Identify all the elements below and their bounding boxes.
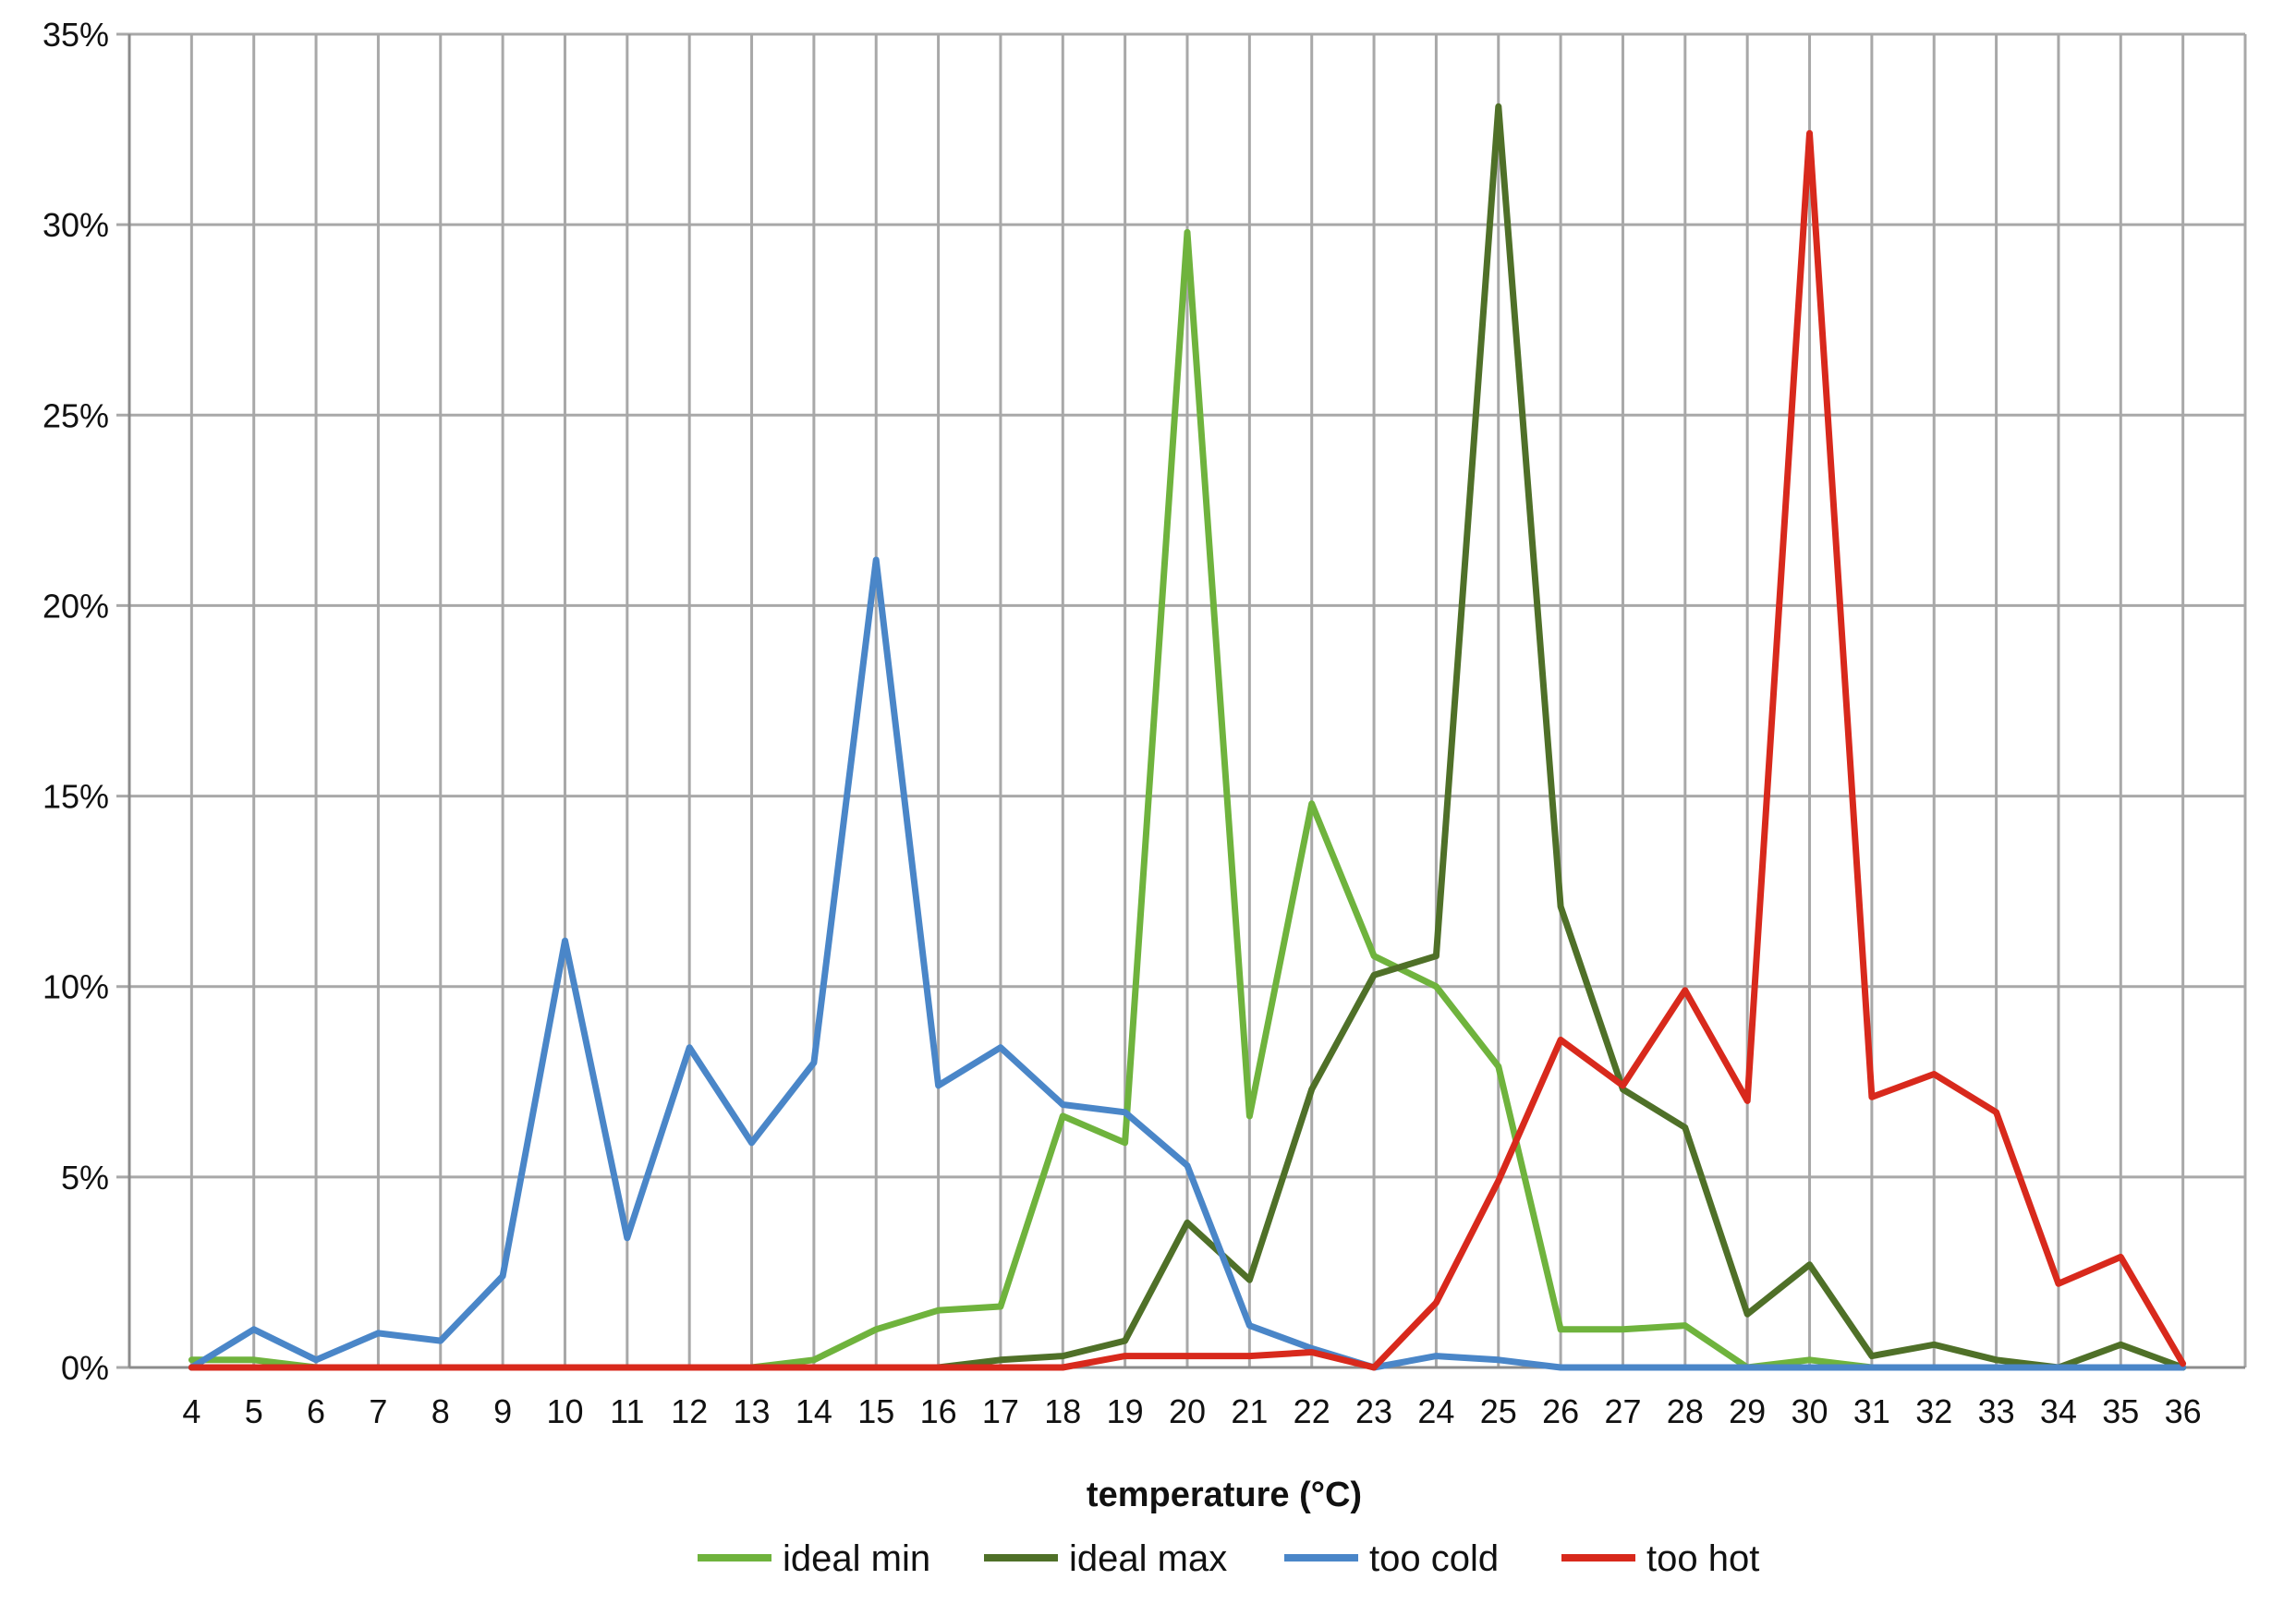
x-tick-label: 14	[796, 1392, 832, 1430]
y-tick-label: 25%	[43, 396, 109, 434]
y-tick-label: 35%	[43, 16, 109, 54]
x-tick-label: 25	[1480, 1392, 1517, 1430]
x-tick-label: 11	[610, 1392, 644, 1430]
x-tick-label: 9	[493, 1392, 512, 1430]
x-tick-label: 23	[1355, 1392, 1392, 1430]
x-tick-label: 7	[369, 1392, 387, 1430]
y-tick-label: 5%	[61, 1159, 109, 1197]
x-tick-label: 33	[1978, 1392, 2015, 1430]
x-tick-label: 10	[546, 1392, 583, 1430]
series-line-too-cold	[188, 556, 2187, 1371]
tick-labels: 0% 5% 10% 15% 20% 25% 30% 35% 4 5 6 7 8 9 10 11 12 13 14 15…	[43, 16, 2202, 1430]
x-tick-label: 32	[1915, 1392, 1952, 1430]
x-tick-label: 18	[1044, 1392, 1081, 1430]
series-line-too-hot	[188, 129, 2187, 1371]
grid	[116, 32, 2247, 1369]
x-tick-label: 22	[1294, 1392, 1330, 1430]
legend-label: ideal max	[1069, 1538, 1227, 1579]
x-tick-label: 12	[671, 1392, 708, 1430]
x-tick-label: 19	[1107, 1392, 1144, 1430]
x-tick-label: 29	[1729, 1392, 1766, 1430]
legend: ideal min ideal max too cold too hot	[698, 1538, 1759, 1579]
x-tick-label: 26	[1542, 1392, 1579, 1430]
y-tick-label: 20%	[43, 587, 109, 625]
x-tick-label: 36	[2165, 1392, 2202, 1430]
y-tick-label: 0%	[61, 1349, 109, 1387]
x-tick-label: 21	[1231, 1392, 1268, 1430]
x-tick-label: 31	[1853, 1392, 1890, 1430]
x-tick-label: 30	[1792, 1392, 1828, 1430]
x-tick-label: 6	[307, 1392, 325, 1430]
x-tick-label: 28	[1667, 1392, 1704, 1430]
legend-label: too cold	[1369, 1538, 1499, 1579]
x-tick-label: 5	[245, 1392, 263, 1430]
legend-label: ideal min	[783, 1538, 930, 1579]
x-tick-label: 16	[920, 1392, 957, 1430]
x-axis-title: temperature (°C)	[1087, 1476, 1362, 1514]
x-tick-label: 13	[734, 1392, 771, 1430]
x-tick-label: 35	[2102, 1392, 2139, 1430]
y-tick-label: 10%	[43, 968, 109, 1006]
y-tick-label: 30%	[43, 206, 109, 244]
x-tick-label: 8	[431, 1392, 450, 1430]
x-tick-label: 4	[182, 1392, 200, 1430]
x-tick-label: 24	[1417, 1392, 1454, 1430]
legend-label: too hot	[1646, 1538, 1759, 1579]
x-tick-label: 15	[857, 1392, 894, 1430]
x-tick-label: 17	[982, 1392, 1019, 1430]
x-tick-label: 20	[1169, 1392, 1206, 1430]
x-tick-label: 34	[2040, 1392, 2077, 1430]
x-tick-label: 27	[1604, 1392, 1641, 1430]
y-tick-label: 15%	[43, 778, 109, 816]
series-lines	[188, 103, 2187, 1371]
